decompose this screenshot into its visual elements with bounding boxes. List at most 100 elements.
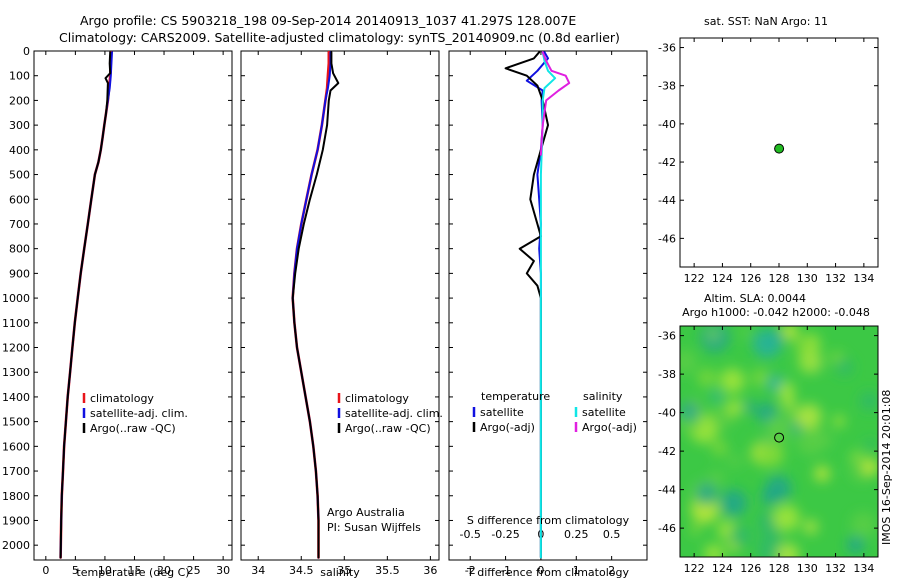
- series-line: [59, 51, 112, 559]
- sla-map-axis-ticks: 122 124 126 128 130 132 134 -36 -38 -40 -42 -44 -46: [658, 326, 878, 575]
- difference-plot-frame: [448, 50, 648, 561]
- depth-tick-label: 1000: [2, 292, 30, 305]
- sla-texture-blob: [781, 326, 798, 340]
- argo-program-label: Argo Australia: [327, 506, 405, 519]
- temperature-profile-panel: 0100200300400500600700800900100011001200…: [2, 45, 233, 579]
- sla-texture-blob: [709, 470, 724, 486]
- difference-series: [504, 51, 571, 559]
- salinity-plot-frame: [240, 50, 440, 561]
- sla-texture-blob: [803, 519, 818, 535]
- temperature-series: [59, 51, 113, 559]
- map-x-tick-label: 128: [769, 562, 790, 575]
- sla-texture-blob: [817, 432, 833, 448]
- x-tick-label: 15: [127, 564, 141, 577]
- sla-heatmap-field: [680, 326, 878, 557]
- sla-heatmap-cells: [680, 326, 878, 557]
- sla-texture-blob: [697, 368, 717, 388]
- sla-map-panel: Altim. SLA: 0.0044 Argo h1000: -0.042 h2…: [658, 292, 893, 575]
- sla-texture-blob: [833, 415, 845, 428]
- map-y-tick-label: -40: [658, 407, 676, 420]
- sla-texture-blob: [752, 328, 782, 359]
- sla-map-title-line2: Argo h1000: -0.042 h2000: -0.048: [682, 306, 870, 319]
- depth-tick-label: 900: [9, 267, 30, 280]
- sla-texture-blob: [695, 482, 718, 505]
- salinity-series: [291, 51, 340, 559]
- salinity-legend: climatology satellite-adj. clim. Argo(..ra…: [337, 392, 443, 435]
- map-x-tick-label: 134: [853, 562, 874, 575]
- legend-label: Argo(..raw -QC): [90, 422, 176, 435]
- argo-location-marker: [774, 143, 785, 154]
- imos-timestamp-label: IMOS 16-Sep-2014 20:01:08: [880, 390, 893, 545]
- x-tick-label: 10: [98, 564, 112, 577]
- series-line: [291, 51, 340, 559]
- legend-label: Argo(-adj): [480, 421, 535, 434]
- sla-texture-blob: [680, 349, 697, 374]
- sla-texture-blob: [796, 403, 822, 429]
- x-tick-label: -1: [500, 564, 511, 577]
- depth-tick-label: 2000: [2, 539, 30, 552]
- depth-tick-label: 1700: [2, 465, 30, 478]
- map-y-tick-label: -46: [658, 232, 676, 245]
- x-tick-label: 0: [42, 564, 49, 577]
- sla-texture-blob: [814, 466, 830, 482]
- sla-texture-blob: [743, 401, 756, 413]
- sla-texture-blob: [765, 414, 794, 443]
- s-difference-tick-label: -0.5: [459, 528, 480, 541]
- sla-texture-blob: [728, 454, 741, 468]
- depth-tick-label: 1500: [2, 416, 30, 429]
- depth-axis-ticks: 0 100 200 300 400 500 600 700 800 900 1000 1100 1200…: [2, 45, 232, 552]
- difference-profile-panel: -2 -1 0 1 2 -0.5 -0.25 0 0.25 0.5 T difference f…: [448, 50, 648, 579]
- map-x-tick-label: 122: [684, 562, 705, 575]
- legend-label: satellite: [582, 406, 626, 419]
- series-line: [539, 51, 571, 156]
- sla-texture-blob: [777, 382, 795, 399]
- map-x-tick-label: 134: [853, 272, 874, 285]
- depth-tick-label: 400: [9, 144, 30, 157]
- difference-legend: temperature salinity satellite Argo(-adj) sa…: [472, 390, 637, 434]
- sla-texture-blob: [704, 544, 724, 557]
- sla-texture-blob: [726, 399, 743, 416]
- map-x-tick-label: 126: [740, 562, 761, 575]
- sla-texture-blob: [756, 439, 785, 468]
- x-tick-label: 34.5: [289, 564, 314, 577]
- sla-texture-blob: [864, 439, 876, 451]
- depth-tick-label: 800: [9, 243, 30, 256]
- x-tick-label: -2: [465, 564, 476, 577]
- depth-tick-label: 600: [9, 193, 30, 206]
- t-difference-axis-label: T difference from climatology: [466, 566, 629, 579]
- depth-tick-label: 100: [9, 70, 30, 83]
- sla-texture-blob: [846, 536, 865, 554]
- salinity-axis-label: salinity: [320, 566, 360, 579]
- x-tick-label: 35: [337, 564, 351, 577]
- sla-texture-blob: [729, 524, 752, 547]
- sla-texture-blob: [836, 358, 853, 376]
- map-y-tick-label: -42: [658, 156, 676, 169]
- depth-tick-label: 1800: [2, 490, 30, 503]
- map-x-tick-label: 130: [797, 272, 818, 285]
- map-x-tick-label: 128: [769, 272, 790, 285]
- sst-map-title: sat. SST: NaN Argo: 11: [704, 15, 828, 28]
- depth-tick-label: 1900: [2, 514, 30, 527]
- principal-investigator-label: PI: Susan Wijffels: [327, 521, 421, 534]
- temperature-axis-label: temperature (deg C): [76, 566, 189, 579]
- figure-title-line1: Argo profile: CS 5903218_198 09-Sep-2014…: [80, 13, 577, 28]
- x-tick-label: 30: [216, 564, 230, 577]
- sst-map-axis-ticks: 122 124 126 128 130 132 134 -36 -38 -40 -42 -44 -46: [658, 38, 878, 285]
- temperature-legend: climatology satellite-adj. clim. Argo(..ra…: [82, 392, 188, 435]
- temperature-plot-frame: [33, 50, 233, 561]
- depth-tick-label: 1600: [2, 440, 30, 453]
- depth-tick-label: 1400: [2, 391, 30, 404]
- legend-title-salinity: salinity: [583, 390, 623, 403]
- s-difference-tick-label: 0.5: [603, 528, 621, 541]
- x-tick-label: 25: [187, 564, 201, 577]
- argo-location-marker: [774, 432, 785, 443]
- sla-texture-blob: [797, 427, 826, 456]
- map-y-tick-label: -40: [658, 118, 676, 131]
- legend-label: climatology: [90, 392, 154, 405]
- sla-texture-blob: [798, 349, 823, 374]
- map-x-tick-label: 124: [712, 562, 733, 575]
- sla-map-points: [774, 432, 785, 443]
- sla-texture-blob: [790, 422, 802, 434]
- sla-texture-blob: [859, 391, 878, 411]
